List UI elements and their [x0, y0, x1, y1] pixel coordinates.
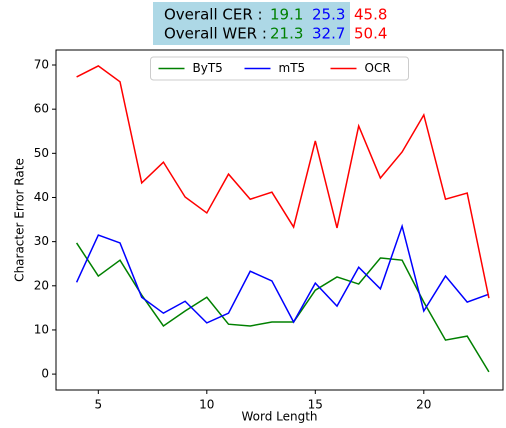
summary-value: 50.4 [354, 25, 387, 43]
summary-value: 25.3 [312, 6, 345, 24]
x-tick-label: 20 [416, 398, 431, 412]
y-tick-label: 70 [34, 58, 49, 72]
summary-label: Overall CER : [164, 6, 263, 24]
summary-value: 32.7 [312, 25, 345, 43]
legend-box [150, 56, 409, 81]
y-tick-label: 60 [34, 102, 49, 116]
legend-label: mT5 [279, 61, 306, 75]
y-tick-label: 20 [34, 278, 49, 292]
x-tick-label: 5 [94, 398, 102, 412]
legend-label: ByT5 [193, 61, 223, 75]
plot-frame [55, 49, 504, 391]
summary-value: 19.1 [270, 6, 303, 24]
series-line [75, 242, 490, 373]
x-tick-label: 10 [199, 398, 214, 412]
y-axis-label: Character Error Rate [13, 158, 27, 282]
summary-box [153, 2, 350, 45]
legend-label: OCR [365, 61, 391, 75]
summary-value: 21.3 [270, 25, 303, 43]
summary-value: 45.8 [354, 6, 387, 24]
series-line [76, 65, 490, 299]
y-tick-label: 40 [34, 190, 49, 204]
y-tick-label: 10 [34, 322, 49, 336]
x-tick-label: 15 [308, 398, 323, 412]
series-line [75, 223, 490, 324]
x-axis-label: Word Length [241, 410, 317, 424]
y-tick-label: 30 [34, 234, 49, 248]
summary-label: Overall WER : [164, 25, 267, 43]
y-tick-label: 0 [41, 367, 49, 381]
y-tick-label: 50 [34, 146, 49, 160]
